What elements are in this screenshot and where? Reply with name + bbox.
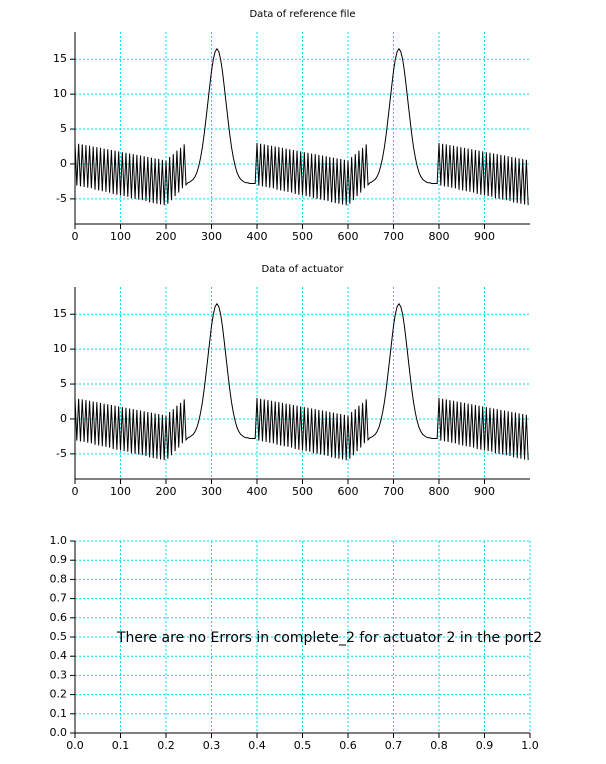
y-tick-label: 15	[53, 52, 67, 65]
x-tick-label: 500	[292, 230, 313, 243]
y-tick-label: 0	[60, 157, 67, 170]
y-tick-label: 15	[53, 307, 67, 320]
x-tick-label: 100	[110, 485, 131, 498]
y-tick-label: 0.0	[50, 726, 68, 739]
x-tick-label: 1.0	[521, 739, 539, 752]
x-tick-label: 900	[474, 485, 495, 498]
x-tick-label: 0	[72, 230, 79, 243]
x-tick-label: 0.9	[476, 739, 494, 752]
x-tick-label: 0.0	[66, 739, 84, 752]
y-tick-label: 0.1	[50, 707, 68, 720]
y-tick-label: 0.5	[50, 630, 68, 643]
x-tick-label: 0	[72, 485, 79, 498]
x-tick-label: 0.2	[157, 739, 175, 752]
y-tick-label: -5	[56, 447, 67, 460]
x-tick-label: 300	[201, 230, 222, 243]
y-tick-label: 10	[53, 342, 67, 355]
y-tick-label: 1.0	[50, 534, 68, 547]
x-tick-label: 400	[247, 485, 268, 498]
chart-title: Data of reference file	[249, 9, 355, 20]
y-tick-label: 5	[60, 377, 67, 390]
x-tick-label: 0.1	[112, 739, 130, 752]
annotation: There are no Errors in complete_2 for ac…	[116, 630, 542, 646]
y-tick-label: 0.6	[50, 611, 68, 624]
x-tick-label: 0.4	[248, 739, 266, 752]
x-tick-label: 200	[156, 485, 177, 498]
x-tick-label: 100	[110, 230, 131, 243]
x-tick-label: 0.6	[339, 739, 357, 752]
x-tick-label: 600	[338, 230, 359, 243]
x-tick-label: 700	[383, 230, 404, 243]
x-tick-label: 900	[474, 230, 495, 243]
data-line	[74, 47, 529, 206]
y-tick-label: 0.2	[50, 688, 68, 701]
x-tick-label: 700	[383, 485, 404, 498]
y-tick-label: 10	[53, 87, 67, 100]
y-tick-label: 0.7	[50, 592, 68, 605]
x-tick-label: 0.7	[385, 739, 403, 752]
y-tick-label: 0.9	[50, 553, 68, 566]
x-tick-label: 0.3	[203, 739, 221, 752]
y-tick-label: 5	[60, 122, 67, 135]
y-tick-label: 0	[60, 412, 67, 425]
y-tick-label: 0.4	[50, 649, 68, 662]
x-tick-label: 600	[338, 485, 359, 498]
x-tick-label: 300	[201, 485, 222, 498]
chart-title: Data of actuator	[261, 264, 344, 275]
x-tick-label: 800	[429, 230, 450, 243]
y-tick-label: -5	[56, 192, 67, 205]
y-tick-label: 0.3	[50, 668, 68, 681]
y-tick-label: 0.8	[50, 572, 68, 585]
x-tick-label: 800	[429, 485, 450, 498]
x-tick-label: 500	[292, 485, 313, 498]
x-tick-label: 400	[247, 230, 268, 243]
data-line	[74, 302, 529, 461]
x-tick-label: 0.8	[430, 739, 448, 752]
x-tick-label: 0.5	[294, 739, 312, 752]
x-tick-label: 200	[156, 230, 177, 243]
